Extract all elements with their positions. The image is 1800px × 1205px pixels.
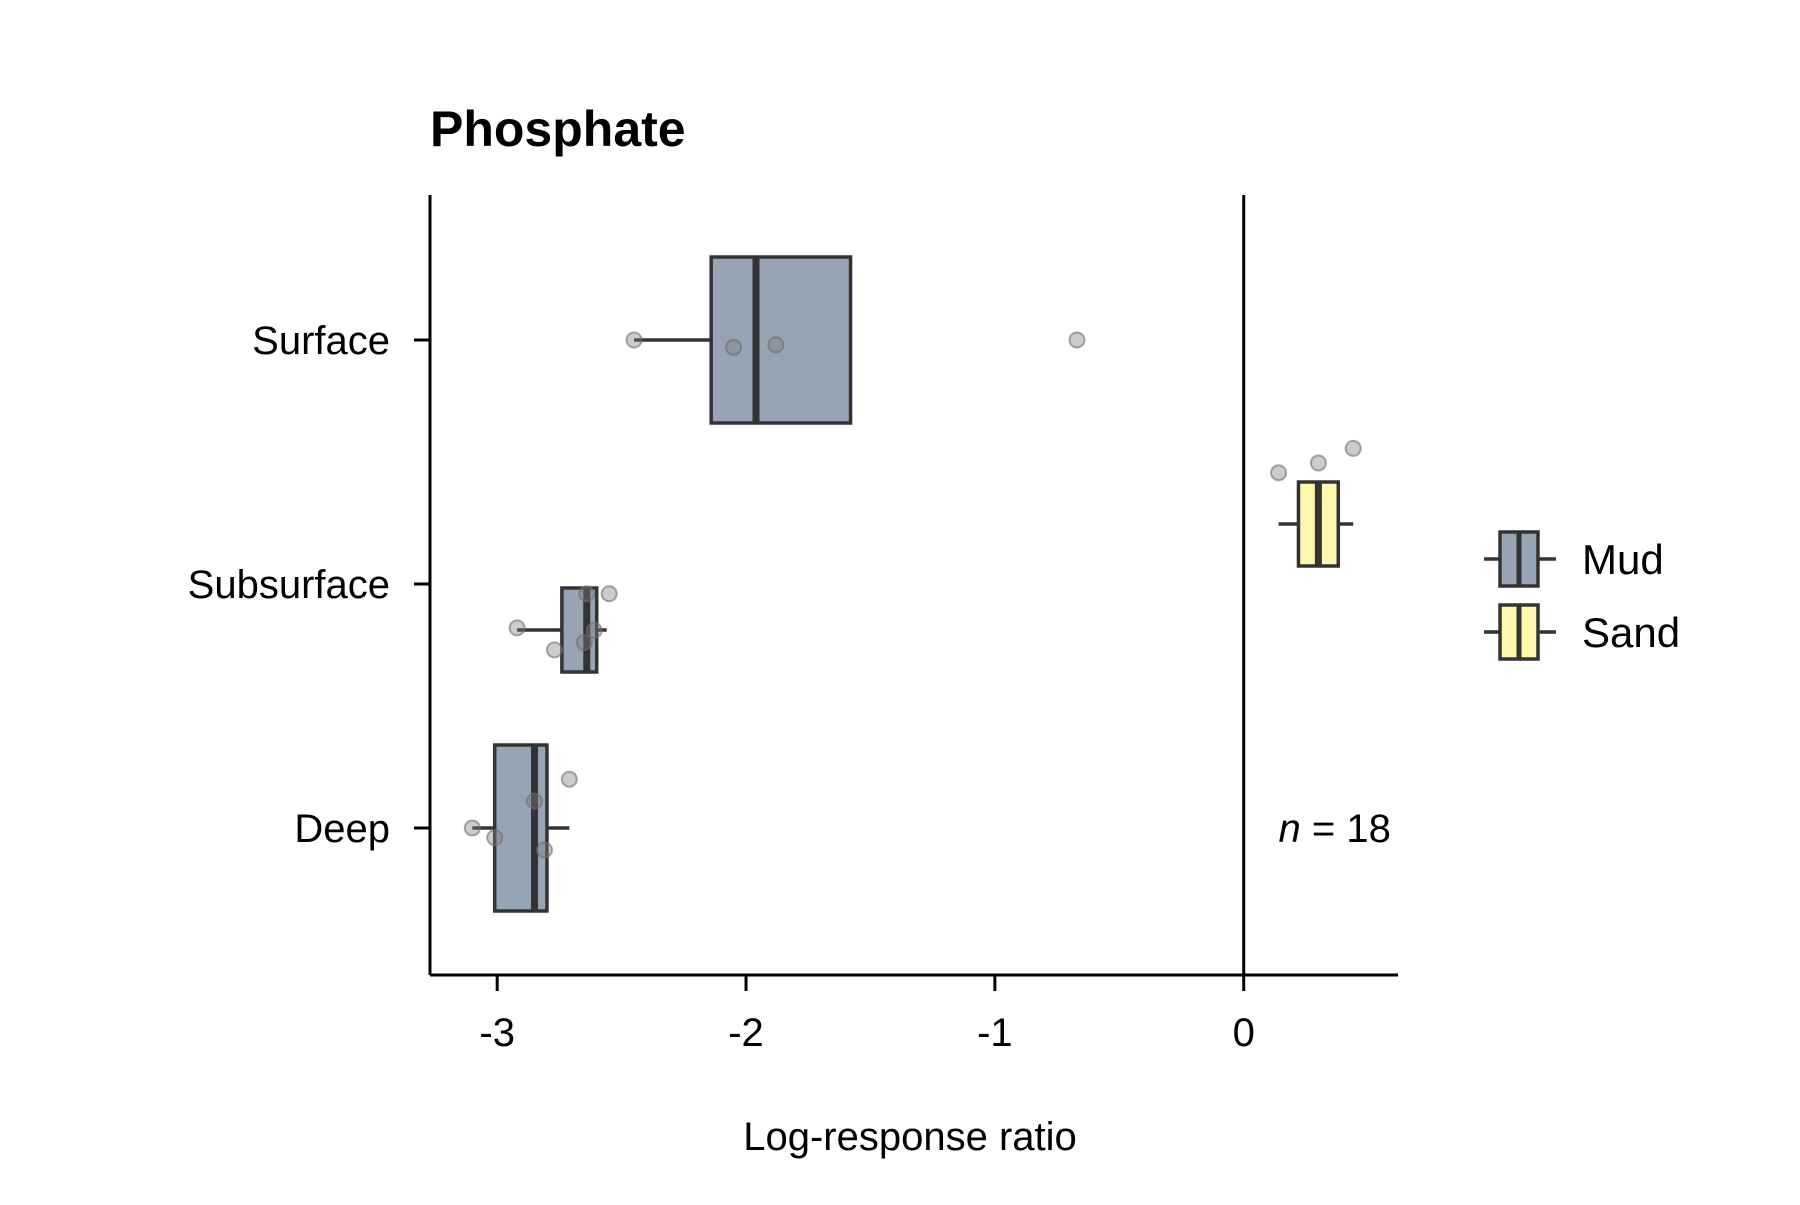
data-point bbox=[725, 338, 743, 356]
n-value: = 18 bbox=[1301, 807, 1391, 851]
data-point bbox=[508, 619, 526, 637]
n-italic: n bbox=[1279, 807, 1301, 851]
legend-label: Mud bbox=[1582, 536, 1664, 583]
y-tick-label: Deep bbox=[294, 807, 390, 851]
x-axis-title: Log-response ratio bbox=[743, 1115, 1077, 1159]
x-tick-label: -3 bbox=[479, 1011, 515, 1055]
plot-marks: n = 18 bbox=[463, 255, 1391, 913]
data-point bbox=[575, 634, 593, 652]
y-tick-label: Subsurface bbox=[188, 563, 390, 607]
box bbox=[560, 586, 599, 674]
sample-size-label: n = 18 bbox=[1279, 807, 1391, 851]
data-point bbox=[1344, 439, 1362, 457]
box-mud-deep bbox=[472, 743, 570, 913]
legend-item-mud: Mud bbox=[1484, 530, 1664, 588]
legend: Mud Sand bbox=[1484, 530, 1680, 661]
data-point bbox=[600, 585, 618, 603]
data-point bbox=[526, 792, 544, 810]
data-point bbox=[578, 585, 596, 603]
data-point bbox=[625, 331, 643, 349]
data-point bbox=[1270, 464, 1288, 482]
data-point bbox=[1309, 454, 1327, 472]
data-point bbox=[560, 770, 578, 788]
x-tick-label: -2 bbox=[728, 1011, 764, 1055]
y-tick-label: Surface bbox=[252, 319, 390, 363]
data-point bbox=[535, 841, 553, 859]
data-point bbox=[545, 641, 563, 659]
data-point bbox=[1068, 331, 1086, 349]
data-point bbox=[585, 621, 603, 639]
box-mud-surface bbox=[634, 255, 853, 425]
data-point bbox=[486, 829, 504, 847]
chart-title: Phosphate bbox=[430, 101, 686, 157]
data-point bbox=[463, 819, 481, 837]
x-tick-label: 0 bbox=[1233, 1011, 1255, 1055]
x-tick-label: -1 bbox=[977, 1011, 1013, 1055]
box bbox=[492, 743, 549, 913]
data-point bbox=[767, 336, 785, 354]
plot-layer: -3 -2 -1 0 Surface Subsurface Deep n = 18 bbox=[188, 195, 1398, 1055]
legend-item-sand: Sand bbox=[1484, 603, 1680, 661]
legend-label: Sand bbox=[1582, 609, 1680, 656]
box-sand-subsurface bbox=[1278, 480, 1354, 568]
